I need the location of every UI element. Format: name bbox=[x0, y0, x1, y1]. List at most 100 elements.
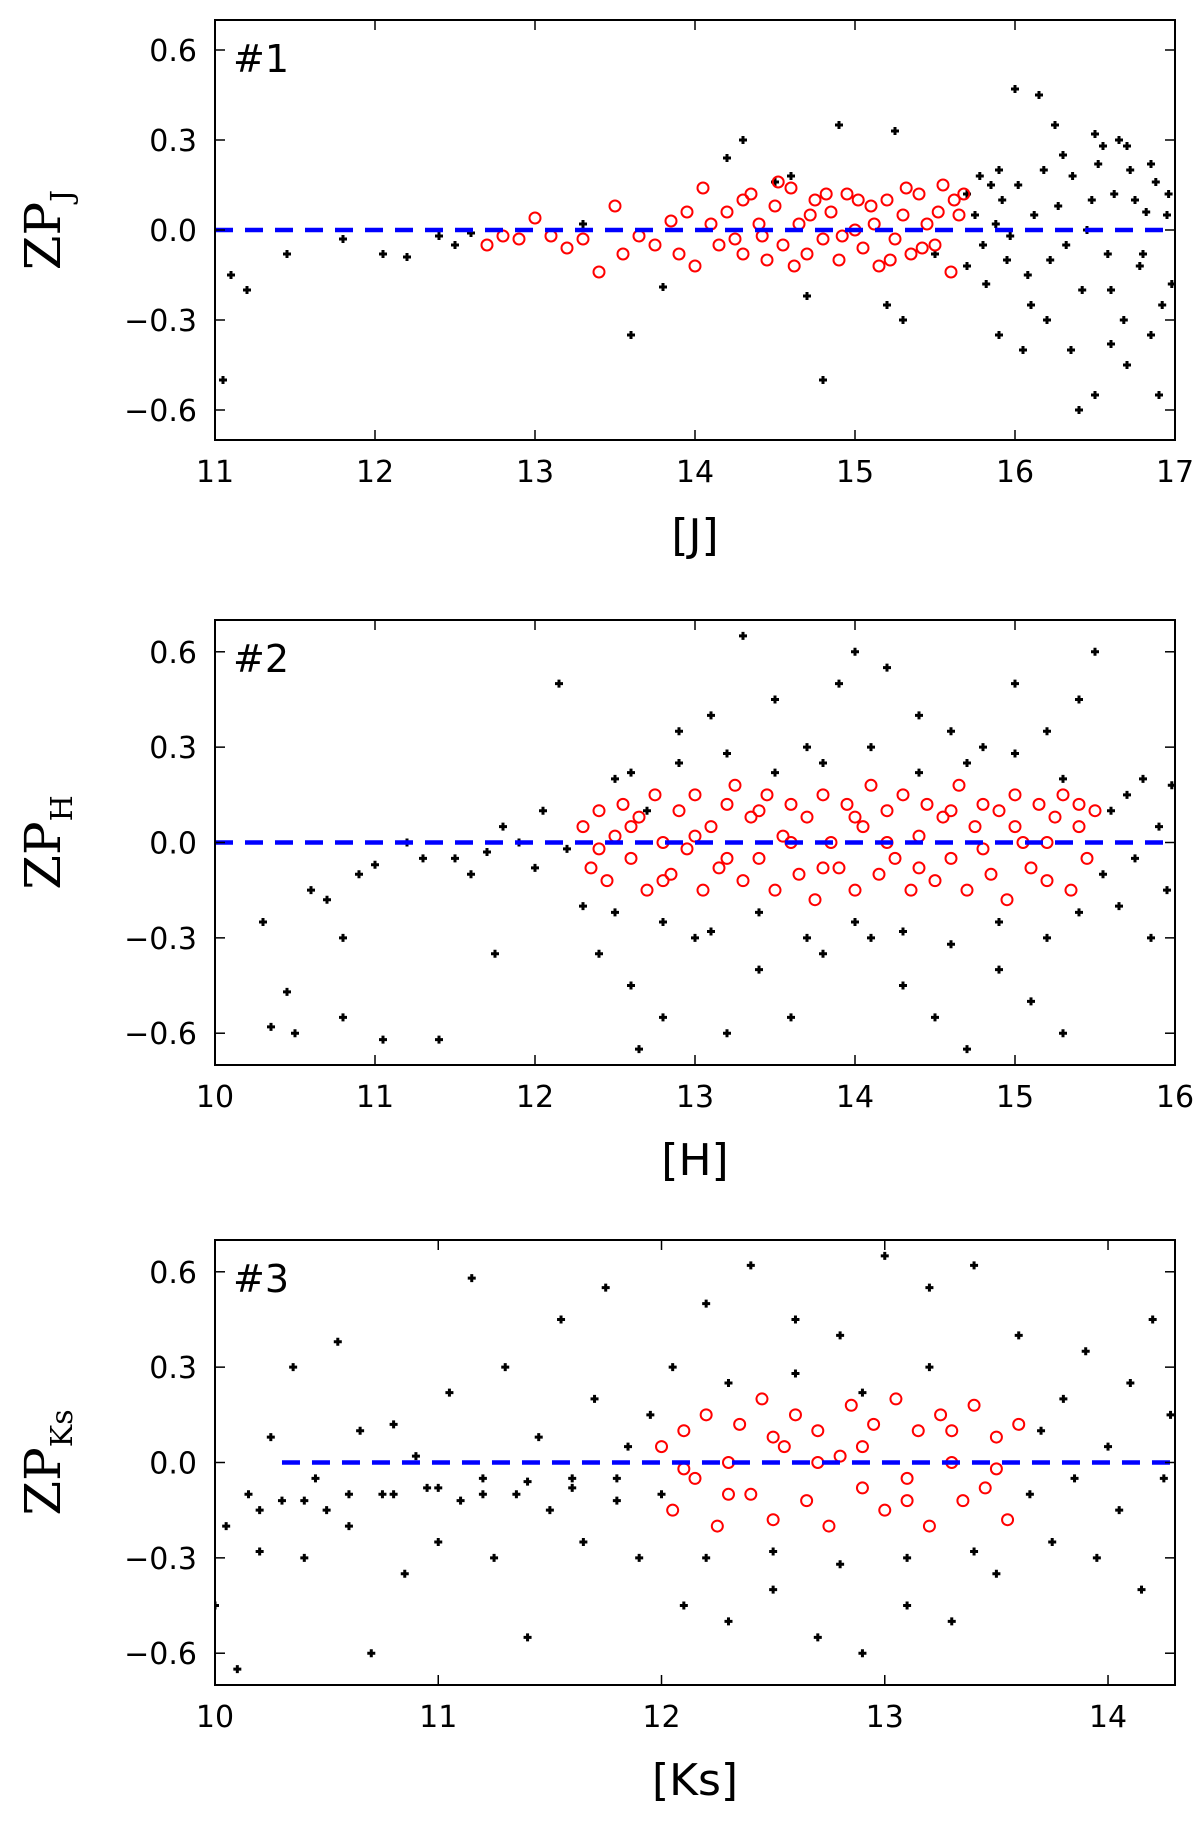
data-point bbox=[833, 1449, 847, 1463]
data-point bbox=[579, 220, 587, 228]
x-axis-label: [H] bbox=[661, 1135, 728, 1186]
data-point bbox=[344, 1490, 353, 1499]
data-point bbox=[379, 250, 387, 258]
data-point bbox=[851, 647, 859, 656]
data-point bbox=[1046, 256, 1055, 264]
y-axis-label: ZPJ bbox=[14, 190, 80, 270]
data-point bbox=[333, 1337, 342, 1346]
data-point bbox=[903, 1601, 912, 1610]
data-point bbox=[267, 1022, 275, 1031]
data-point bbox=[456, 1496, 465, 1505]
data-point bbox=[1008, 788, 1022, 802]
data-point bbox=[864, 778, 878, 792]
series-all-stars bbox=[219, 85, 1175, 414]
y-tick-label: 0.6 bbox=[149, 34, 197, 69]
data-point bbox=[864, 199, 878, 213]
data-point bbox=[995, 166, 1003, 174]
data-point bbox=[568, 1474, 577, 1483]
data-point bbox=[889, 1392, 903, 1406]
data-point bbox=[632, 810, 646, 824]
data-point bbox=[736, 874, 750, 888]
data-point bbox=[787, 1013, 795, 1022]
data-point bbox=[1135, 262, 1144, 270]
data-point bbox=[900, 1471, 914, 1485]
data-point bbox=[215, 1601, 219, 1610]
y-tick-label: −0.3 bbox=[124, 1542, 197, 1577]
data-point bbox=[1081, 1347, 1090, 1356]
data-point bbox=[283, 250, 291, 258]
data-point bbox=[813, 1633, 822, 1642]
data-point bbox=[445, 1388, 454, 1397]
data-point bbox=[1088, 804, 1102, 818]
data-point bbox=[896, 788, 910, 802]
data-point bbox=[934, 1408, 948, 1422]
data-point bbox=[277, 1496, 286, 1505]
data-point bbox=[1099, 142, 1107, 150]
data-point bbox=[995, 331, 1003, 339]
y-tick-label: −0.6 bbox=[124, 394, 197, 429]
data-point bbox=[400, 1569, 409, 1578]
x-tick-label: 15 bbox=[996, 1080, 1034, 1115]
data-point bbox=[987, 181, 995, 189]
data-point bbox=[822, 1519, 836, 1533]
data-point bbox=[712, 238, 726, 252]
data-point bbox=[576, 232, 590, 246]
data-point bbox=[944, 265, 958, 279]
data-point bbox=[947, 193, 961, 207]
data-point bbox=[592, 804, 606, 818]
data-point bbox=[952, 778, 966, 792]
data-point bbox=[728, 232, 742, 246]
data-point bbox=[788, 1408, 802, 1422]
data-point bbox=[975, 172, 984, 180]
data-point bbox=[832, 861, 846, 875]
data-point bbox=[1012, 1417, 1026, 1431]
data-point bbox=[627, 981, 635, 990]
data-point bbox=[1137, 1585, 1146, 1594]
data-point bbox=[1003, 256, 1011, 264]
data-point bbox=[1072, 797, 1086, 811]
data-point bbox=[1043, 727, 1051, 736]
y-tick-label: −0.6 bbox=[124, 1637, 197, 1672]
data-point bbox=[899, 981, 907, 990]
data-point bbox=[1006, 232, 1015, 240]
data-point bbox=[744, 810, 758, 824]
data-point bbox=[579, 902, 587, 911]
data-point bbox=[733, 1417, 747, 1431]
data-point bbox=[835, 121, 843, 129]
data-point bbox=[389, 1490, 398, 1499]
data-point bbox=[856, 820, 870, 834]
data-point bbox=[371, 860, 379, 869]
data-point bbox=[612, 1496, 621, 1505]
data-point bbox=[1075, 406, 1083, 414]
data-point bbox=[646, 1410, 655, 1419]
data-point bbox=[1059, 1029, 1067, 1038]
data-point bbox=[1107, 806, 1115, 815]
data-point bbox=[720, 205, 734, 219]
data-point bbox=[856, 241, 870, 255]
data-point bbox=[771, 695, 779, 704]
data-point bbox=[836, 1331, 845, 1340]
data-point bbox=[1011, 85, 1019, 93]
data-point bbox=[403, 253, 411, 261]
x-tick-label: 10 bbox=[196, 1700, 234, 1735]
data-point bbox=[760, 253, 774, 267]
data-point bbox=[568, 1483, 577, 1492]
data-point bbox=[1040, 874, 1054, 888]
data-point bbox=[1059, 151, 1067, 159]
data-point bbox=[222, 1522, 231, 1531]
data-point bbox=[808, 893, 822, 907]
data-point bbox=[720, 851, 734, 865]
data-point bbox=[816, 788, 830, 802]
data-point bbox=[243, 286, 251, 294]
data-point bbox=[1163, 886, 1171, 895]
x-tick-label: 12 bbox=[516, 1080, 554, 1115]
data-point bbox=[710, 1519, 724, 1533]
data-point bbox=[816, 232, 830, 246]
data-point bbox=[300, 1496, 309, 1505]
data-point bbox=[389, 1420, 398, 1429]
data-point bbox=[1043, 933, 1051, 942]
data-point bbox=[356, 1426, 365, 1435]
data-point bbox=[878, 1503, 892, 1517]
data-point bbox=[1155, 391, 1163, 399]
series-selected-stars bbox=[576, 778, 1102, 907]
